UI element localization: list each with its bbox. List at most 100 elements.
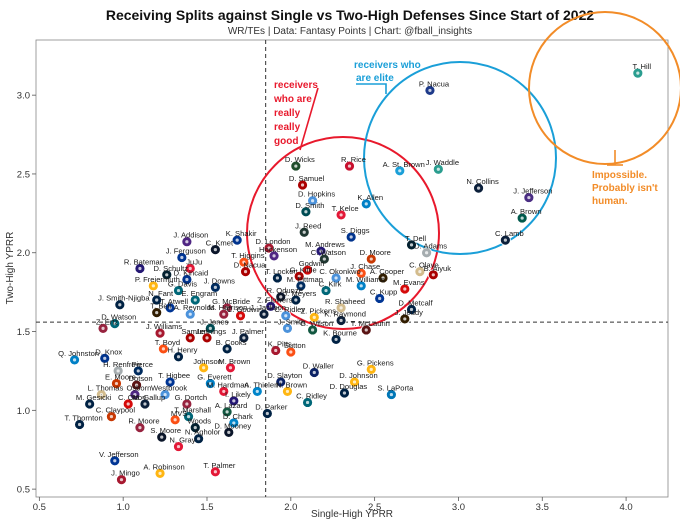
team-logo-center [143, 402, 147, 406]
player-label: C. Olave [409, 261, 439, 270]
team-logo-center [232, 399, 236, 403]
team-logo-center [213, 470, 217, 474]
player-point: T. Dell [405, 234, 426, 251]
player-label: Q. Johnston [58, 349, 99, 358]
team-logo-center [188, 266, 192, 271]
player-label: Sutton [284, 341, 306, 350]
team-logo-center [311, 328, 315, 332]
player-label: D. Chark [223, 412, 253, 421]
player-point: Woods [188, 417, 211, 434]
team-logo-center [339, 213, 343, 217]
player-label: T. McLaurin [351, 319, 390, 328]
player-point: N. Gray [169, 436, 196, 452]
player-point: H. Henry [168, 346, 198, 363]
player-point: S. Diggs [341, 226, 370, 243]
team-logo-center [197, 437, 201, 441]
player-point: C. Kupp [370, 287, 397, 304]
player-point: M. Andrews [305, 240, 345, 257]
player-label: G. Davis [168, 280, 197, 289]
team-logo-center [126, 402, 130, 406]
player-label: J. Reed [295, 221, 321, 230]
player-label: J. Williams [146, 322, 182, 331]
team-logo-center [158, 331, 162, 335]
blue-annotation-line: are elite [356, 73, 394, 84]
team-logo-center [279, 380, 283, 384]
player-label: T. Higbee [158, 371, 190, 380]
player-label: Z. Flowers [257, 295, 293, 304]
player-point: C. Kmet [206, 239, 234, 255]
team-logo-center [99, 392, 103, 397]
team-logo-center [279, 295, 283, 299]
player-label: T. Lockett [265, 267, 298, 276]
player-point: J. Ferguson [166, 246, 206, 263]
team-logo-center [369, 367, 373, 371]
player-label: M. Pittman [287, 275, 323, 284]
team-logo-center [334, 276, 338, 280]
team-logo-center [305, 268, 310, 272]
player-label: D. Samuel [289, 174, 325, 183]
player-point: J. Reed [295, 221, 321, 238]
player-point: Pierce [131, 360, 153, 377]
player-point: S. Moore [150, 426, 181, 443]
player-label: G. McBride [212, 297, 250, 306]
player-label: C. Lamb [495, 229, 524, 238]
team-logo-center [176, 288, 181, 293]
player-point: K. Bourne [323, 328, 357, 345]
team-logo-center [242, 260, 246, 264]
player-label: A. Brown [511, 207, 542, 216]
team-logo-center [116, 369, 120, 373]
annotation-orange: Impossible. Probably isn't human. [528, 11, 680, 207]
player-label: A. Reynolds [174, 303, 215, 312]
team-logo-center [339, 318, 343, 323]
team-logo-center [285, 389, 290, 394]
player-point: R. Odunze [267, 286, 303, 303]
player-point: N. Agholor [185, 428, 221, 445]
player-point: J. Smith [278, 317, 305, 334]
team-logo-center [151, 284, 155, 288]
player-label: D. Adams [414, 242, 447, 251]
player-label: C. Kupp [370, 287, 397, 296]
player-label: Pierce [131, 360, 153, 369]
player-point: J. Waddle [426, 158, 459, 175]
blue-annotation-line: receivers who [354, 60, 421, 71]
player-point: M. Gesicki [76, 393, 112, 410]
player-label: D. Mooney [214, 421, 251, 430]
player-label: M. Brown [218, 357, 250, 366]
player-point: J. Meyers [283, 289, 316, 306]
player-label: T. Hill [633, 62, 652, 71]
red-annotation-line: really [274, 122, 301, 133]
player-label: J. Meyers [283, 289, 316, 298]
player-label: J. Jones [200, 317, 228, 326]
team-logo-center [265, 411, 269, 416]
team-logo-center [299, 284, 303, 288]
team-logo-center [274, 348, 278, 353]
player-point: P. Nacua [419, 79, 450, 96]
x-axis-label: Single-High YPRR [311, 509, 393, 520]
team-logo-center [186, 415, 191, 419]
player-label: A. Cooper [370, 267, 405, 276]
team-logo-center [155, 311, 159, 315]
team-logo-center [72, 358, 77, 362]
player-label: T. Dell [405, 234, 426, 243]
player-label: T. Atwell [160, 297, 188, 306]
player-point: D. Adams [414, 242, 447, 259]
team-logo-center [113, 322, 117, 326]
player-label: N. Gray [169, 436, 195, 445]
x-tick-label: 4.0 [619, 502, 632, 513]
player-point: T. McLaurin [351, 319, 390, 336]
player-label: D. Kincaid [174, 269, 209, 278]
team-logo-center [213, 247, 217, 252]
x-tick-label: 2.5 [368, 502, 381, 513]
red-circle [246, 136, 440, 330]
player-point: J. Jeudy [395, 308, 423, 325]
player-label: S. LaPorta [377, 384, 414, 393]
player-label: G. Wilson [300, 319, 333, 328]
team-logo-center [369, 257, 373, 261]
player-label: J. Jackson [250, 303, 286, 312]
team-logo-center [319, 249, 323, 253]
orange-circle [528, 11, 680, 165]
team-logo-center [428, 88, 432, 93]
player-label: H. Renfrow [103, 360, 141, 369]
player-point: E. Engram [181, 289, 217, 306]
team-logo-center [168, 380, 172, 384]
